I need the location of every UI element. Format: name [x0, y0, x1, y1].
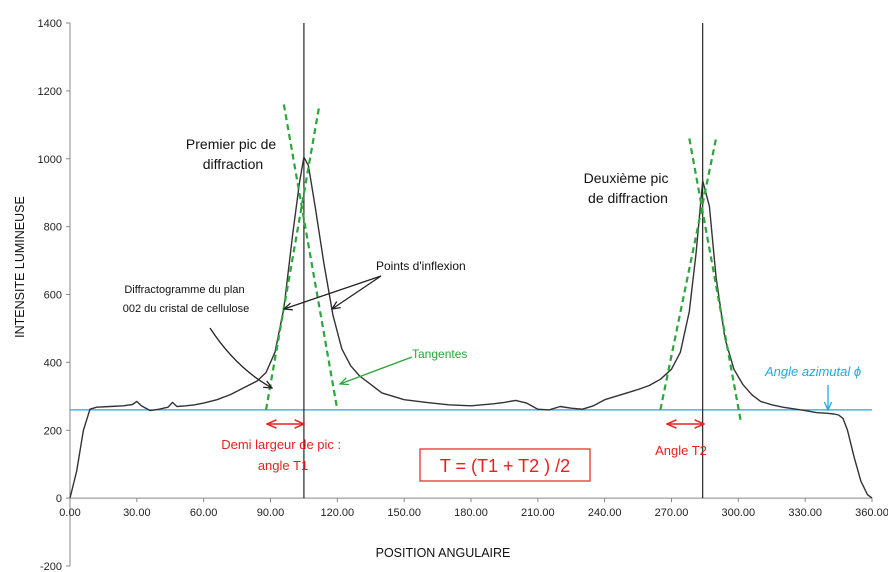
y-tick-label: 1000 [38, 154, 62, 166]
formula-box [419, 448, 591, 482]
tangent-line [282, 104, 339, 411]
y-tick-label: 1200 [38, 86, 62, 98]
x-tick-label: 90.00 [257, 507, 285, 519]
y-axis-title: INTENSITE LUMINEUSE [13, 196, 27, 338]
y-tick-label: -200 [40, 561, 62, 572]
annotation-first-peak-line-1: Premier pic de [186, 136, 276, 152]
annotation-second-peak-line-1: Deuxième pic [584, 170, 669, 186]
annotation-angle-t2: Angle T2 [655, 443, 707, 458]
x-tick-label: 0.00 [59, 507, 80, 519]
annotation-first-peak: Premier pic de diffraction [186, 136, 280, 172]
annotation-azimuthal-angle: Angle azimutal ϕ [764, 364, 861, 379]
y-tick-label: 800 [44, 222, 62, 234]
annotation-diffractogram-line-2: 002 du cristal de cellulose [123, 303, 250, 315]
tangent-line [688, 138, 742, 421]
y-tick-label: 600 [44, 290, 62, 302]
x-tick-label: 330.00 [788, 507, 822, 519]
diffractogram-arrow [209, 327, 272, 388]
x-tick-label: 60.00 [190, 507, 218, 519]
x-tick-label: 300.00 [722, 507, 756, 519]
diffractogram-curve [69, 156, 873, 499]
tangents-group [264, 104, 742, 421]
x-tick-label: 30.00 [123, 507, 151, 519]
inflection-arrow-right [332, 275, 382, 309]
annotation-diffractogram: Diffractogramme du plan 002 du cristal d… [123, 284, 250, 315]
peak-lines-group [303, 23, 704, 499]
annotation-inflection-points: Points d'inflexion [376, 259, 466, 273]
y-tick-label: 0 [56, 493, 62, 505]
x-tick-label: 270.00 [655, 507, 689, 519]
x-tick-label: 210.00 [521, 507, 555, 519]
annotation-half-width-t1: Demi largeur de pic : angle T1 [221, 437, 345, 473]
inflection-arrow-left [284, 275, 382, 309]
x-tick-label: 240.00 [588, 507, 622, 519]
x-tick-label: 150.00 [387, 507, 421, 519]
y-tick-label: 200 [44, 425, 62, 437]
annotation-second-peak-line-2: de diffraction [588, 190, 668, 206]
tangents-arrow [340, 356, 413, 384]
annotation-half-width-line-2: angle T1 [258, 458, 308, 473]
annotation-first-peak-line-2: diffraction [203, 156, 263, 172]
curve-group [69, 156, 873, 499]
annotation-diffractogram-line-1: Diffractogramme du plan [124, 284, 244, 296]
x-axis-title: POSITION ANGULAIRE [376, 546, 511, 560]
formula-text: T = (T1 + T2 ) /2 [440, 456, 570, 476]
x-tick-label: 120.00 [321, 507, 355, 519]
annotation-tangents: Tangentes [412, 347, 467, 361]
x-tick-label: 360.00 [855, 507, 888, 519]
annotation-half-width-line-1: Demi largeur de pic : [221, 437, 341, 452]
ticks-group: -200 0 200 400 600 800 1000 1200 1400 0.00 30.00 60… [38, 18, 888, 572]
x-tick-label: 180.00 [454, 507, 488, 519]
y-tick-label: 1400 [38, 18, 62, 30]
tangent-line [659, 138, 718, 411]
tangent-line [264, 104, 321, 411]
y-tick-label: 400 [44, 357, 62, 369]
annotation-second-peak: Deuxième pic de diffraction [584, 170, 673, 206]
